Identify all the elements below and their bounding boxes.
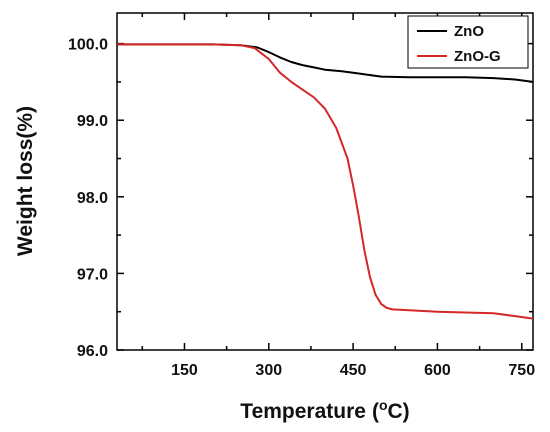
x-tick-label-300: 300 [255,362,282,379]
x-tick-label-600: 600 [424,362,451,379]
x-tick-label-150: 150 [171,362,198,379]
x-axis-unit-open: ( [372,400,379,423]
x-axis-title: Temperature (oC) [240,397,409,423]
x-axis-title-text: Temperature [240,400,366,423]
legend-label-zno-g: ZnO-G [454,48,501,65]
x-tick-label-450: 450 [340,362,367,379]
y-axis-title: Weight loss(%) [14,106,37,256]
x-tick-label-750: 750 [508,362,535,379]
y-tick-label-97: 97.0 [77,266,108,283]
legend-box [407,15,529,69]
series-line-zno-g [117,43,534,320]
y-tick-label-99: 99.0 [77,113,108,130]
y-tick-label-100: 100.0 [68,37,108,54]
y-tick-label-98: 98.0 [77,190,108,207]
x-axis-unit-close: C) [388,400,410,423]
legend: ZnO ZnO-G [407,15,529,69]
y-tick-labels: 96.0 97.0 98.0 99.0 100.0 [68,37,108,360]
series-layer [117,43,534,320]
legend-label-zno: ZnO [454,23,484,40]
y-tick-label-96: 96.0 [77,343,108,360]
x-axis-unit-degree: o [379,397,388,413]
x-tick-labels: 150 300 450 600 750 [171,362,535,379]
plot-frame [116,12,534,351]
